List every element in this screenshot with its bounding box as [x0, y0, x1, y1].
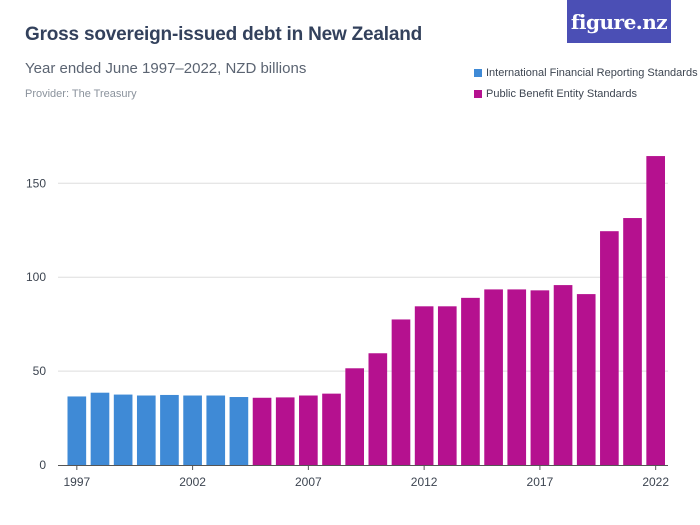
chart-subtitle: Year ended June 1997–2022, NZD billions [25, 60, 307, 77]
bar-pbe [345, 368, 364, 465]
x-tick-label: 2017 [527, 475, 554, 489]
bar-ifrs [183, 395, 202, 465]
x-tick-label: 2022 [642, 475, 669, 489]
legend-swatch-ifrs [474, 68, 482, 77]
bar-pbe [414, 306, 434, 465]
bar-pbe [646, 156, 665, 465]
bar-pbe [461, 297, 480, 465]
x-tick-label: 1997 [63, 475, 90, 489]
bar-ifrs [160, 394, 179, 465]
x-tick-label: 2002 [179, 475, 206, 489]
bar-pbe [368, 353, 388, 465]
bar-ifrs [206, 395, 226, 465]
bar-pbe [600, 231, 619, 465]
legend-item-pbe: Public Benefit Entity Standards [474, 83, 698, 104]
x-tick-label: 2007 [295, 475, 322, 489]
bar-pbe [252, 397, 272, 465]
bar-pbe [299, 395, 318, 465]
provider-note: Provider: The Treasury [25, 88, 137, 100]
bar-ifrs [67, 396, 87, 465]
bar-pbe [391, 319, 411, 465]
bar-ifrs [90, 392, 110, 465]
chart-legend: International Financial Reporting Standa… [474, 62, 698, 104]
bar-pbe [437, 306, 457, 465]
bar-pbe [484, 289, 503, 465]
bar-pbe [623, 218, 642, 465]
legend-label-pbe: Public Benefit Entity Standards [486, 87, 638, 100]
bar-pbe [553, 285, 573, 465]
bar-ifrs [229, 397, 249, 465]
legend-swatch-pbe [474, 89, 482, 98]
bar-pbe [530, 290, 550, 465]
figure-nz-logo[interactable]: figure.nz [567, 0, 671, 43]
x-tick-label: 2012 [411, 475, 438, 489]
bar-pbe [275, 397, 295, 465]
y-tick-label: 50 [33, 364, 47, 378]
bar-pbe [322, 393, 341, 465]
bar-pbe [507, 289, 527, 465]
legend-label-ifrs: International Financial Reporting Standa… [486, 66, 698, 79]
y-tick-label: 100 [26, 270, 46, 284]
y-tick-label: 0 [39, 458, 46, 472]
bar-pbe [576, 294, 596, 465]
y-tick-label: 150 [26, 176, 46, 190]
chart-title: Gross sovereign-issued debt in New Zeala… [25, 24, 423, 45]
legend-item-ifrs: International Financial Reporting Standa… [474, 62, 698, 83]
bar-ifrs [113, 394, 133, 465]
bar-ifrs [136, 395, 156, 465]
